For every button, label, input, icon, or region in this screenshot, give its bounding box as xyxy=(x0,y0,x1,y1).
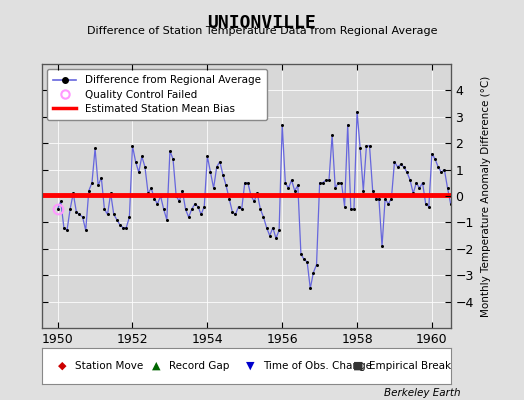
Text: Record Gap: Record Gap xyxy=(169,361,229,371)
Text: ◆: ◆ xyxy=(58,361,67,371)
Text: ■: ■ xyxy=(353,361,363,371)
Text: ▼: ▼ xyxy=(246,361,255,371)
Text: Station Move: Station Move xyxy=(74,361,143,371)
Text: Difference of Station Temperature Data from Regional Average: Difference of Station Temperature Data f… xyxy=(87,26,437,36)
Text: Empirical Break: Empirical Break xyxy=(369,361,451,371)
Text: Berkeley Earth: Berkeley Earth xyxy=(385,388,461,398)
Text: ▲: ▲ xyxy=(152,361,161,371)
Text: Time of Obs. Change: Time of Obs. Change xyxy=(263,361,372,371)
Y-axis label: Monthly Temperature Anomaly Difference (°C): Monthly Temperature Anomaly Difference (… xyxy=(481,75,491,317)
Text: UNIONVILLE: UNIONVILLE xyxy=(208,14,316,32)
Legend: Difference from Regional Average, Quality Control Failed, Estimated Station Mean: Difference from Regional Average, Qualit… xyxy=(47,69,267,120)
